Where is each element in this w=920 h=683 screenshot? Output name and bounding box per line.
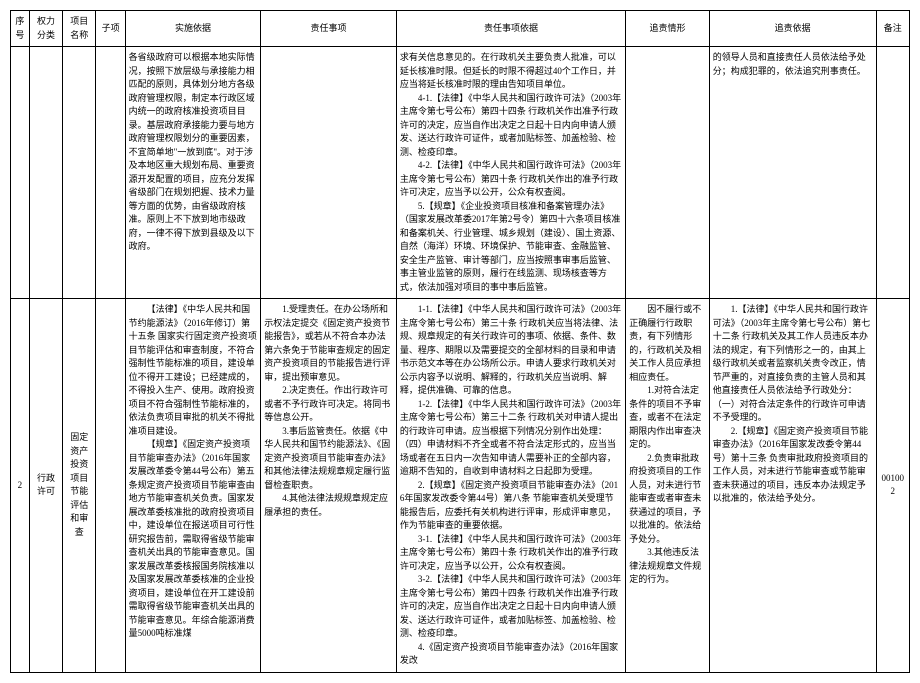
pursue-p1: 因不履行或不正确履行行政职责，有下列情形的，行政机关及相关工作人员应承担相应责任…: [629, 303, 705, 384]
cell-note: [876, 47, 909, 299]
cell-seq: 2: [11, 299, 30, 673]
table-row: 各省级政府可以根据本地实际情况，按照下放层级与承接能力相匹配的原则，具体划分地方…: [11, 47, 910, 299]
cell-proj: 固定资产投资项目节能评估和审查: [63, 299, 96, 673]
header-sub: 子项: [96, 11, 125, 47]
duty-p4: 4.其他法律法规规章规定应履承担的责任。: [264, 492, 393, 519]
cell-dutybasis: 1-1.【法律】《中华人民共和国行政许可法》（2003年主席令第七号公布）第三十…: [396, 299, 625, 673]
basis-p2: 【规章】《固定资产投资项目节能审查办法》（2016年国家发展改革委令第44号公布…: [129, 438, 258, 641]
cell-proj: [63, 47, 96, 299]
header-proj: 项目名称: [63, 11, 96, 47]
cell-seq: [11, 47, 30, 299]
duty-p3: 3.事后监管责任。依据《中华人民共和国节约能源法》、《固定资产投资项目节能审查办…: [264, 425, 393, 493]
dutybasis-p2: 4-1.【法律】《中华人民共和国行政许可法》（2003年主席令第七号公布）第四十…: [400, 92, 622, 160]
cell-note: 001002: [876, 299, 909, 673]
cell-pursuebasis: 的领导人员和直接责任人员依法给予处分；构成犯罪的，依法追究刑事责任。: [709, 47, 876, 299]
dutybasis-p4: 3-1.【法律】《中华人民共和国行政许可法》（2003年主席令第七号公布）第四十…: [400, 533, 622, 574]
dutybasis-p2: 1-2.【法律】《中华人民共和国行政许可法》（2003年主席令第七号公布）第三十…: [400, 398, 622, 479]
cell-duty: [261, 47, 397, 299]
dutybasis-p5: 3-2.【法律】《中华人民共和国行政许可法》（2003年主席令第七号公布）第四十…: [400, 573, 622, 641]
cell-dutybasis: 求有关信息意见的。在行政机关主要负责人批准，可以延长核准时限。但延长的时限不得超…: [396, 47, 625, 299]
dutybasis-p1: 求有关信息意见的。在行政机关主要负责人批准，可以延长核准时限。但延长的时限不得超…: [400, 51, 622, 92]
duty-p1: 1.受理责任。在办公场所和示权法定提交《固定资产投资节能报告》，或若从不符合本办…: [264, 303, 393, 384]
cell-basis: 【法律】《中华人民共和国节约能源法》（2016年修订）第十五条 国家实行固定资产…: [125, 299, 261, 673]
dutybasis-p1: 1-1.【法律】《中华人民共和国行政许可法》（2003年主席令第七号公布）第三十…: [400, 303, 622, 398]
cell-sub: [96, 47, 125, 299]
pursuebasis-p1: 1.【法律】《中华人民共和国行政许可法》（2003年主席令第七号公布）第七十二条…: [713, 303, 873, 425]
cell-pursue: 因不履行或不正确履行行政职责，有下列情形的，行政机关及相关工作人员应承担相应责任…: [626, 299, 709, 673]
duty-p2: 2.决定责任。作出行政许可或者不予行政许可决定。将同书等信息公开。: [264, 384, 393, 425]
pursue-p4: 3.其他违反法律法规规章文件规定的行为。: [629, 546, 705, 587]
cell-basis: 各省级政府可以根据本地实际情况，按照下放层级与承接能力相匹配的原则，具体划分地方…: [125, 47, 261, 299]
cell-pursuebasis: 1.【法律】《中华人民共和国行政许可法》（2003年主席令第七号公布）第七十二条…: [709, 299, 876, 673]
basis-text: 各省级政府可以根据本地实际情况，按照下放层级与承接能力相匹配的原则，具体划分地方…: [129, 51, 258, 254]
header-pursuebasis: 追责依据: [709, 11, 876, 47]
dutybasis-p3: 4-2.【法律】《中华人民共和国行政许可法》（2003年主席令第七号公布）第四十…: [400, 159, 622, 200]
dutybasis-p4: 5.【规章】《企业投资项目核准和备案管理办法》（国家发展改革委2017年第2号令…: [400, 200, 622, 295]
table-row: 2 行政许可 固定资产投资项目节能评估和审查 【法律】《中华人民共和国节约能源法…: [11, 299, 910, 673]
cell-power: [29, 47, 62, 299]
header-pursue: 追责情形: [626, 11, 709, 47]
pursuebasis-p2: 2.【规章】《固定资产投资项目节能审查办法》（2016年国家发改委令第44号）第…: [713, 425, 873, 506]
pursuebasis-text: 的领导人员和直接责任人员依法给予处分；构成犯罪的，依法追究刑事责任。: [713, 51, 873, 78]
pursue-p3: 2.负责审批政府投资项目的工作人员，对未进行节能审查或者审查未获通过的项目，予以…: [629, 452, 705, 547]
cell-sub: [96, 299, 125, 673]
header-duty: 责任事项: [261, 11, 397, 47]
regulation-table: 序号 权力分类 项目名称 子项 实施依据 责任事项 责任事项依据 追责情形 追责…: [10, 10, 910, 673]
cell-power: 行政许可: [29, 299, 62, 673]
header-seq: 序号: [11, 11, 30, 47]
header-note: 备注: [876, 11, 909, 47]
header-dutybasis: 责任事项依据: [396, 11, 625, 47]
header-basis: 实施依据: [125, 11, 261, 47]
basis-p1: 【法律】《中华人民共和国节约能源法》（2016年修订）第十五条 国家实行固定资产…: [129, 303, 258, 438]
dutybasis-p6: 4.《固定资产投资项目节能审查办法》（2016年国家发改: [400, 641, 622, 668]
cell-pursue: [626, 47, 709, 299]
cell-duty: 1.受理责任。在办公场所和示权法定提交《固定资产投资节能报告》，或若从不符合本办…: [261, 299, 397, 673]
pursue-p2: 1.对符合法定条件的项目不予审查，或者不在法定期限内作出审查决定的。: [629, 384, 705, 452]
header-power: 权力分类: [29, 11, 62, 47]
dutybasis-p3: 2.【规章】《固定资产投资项目节能审查办法》（2016年国家发改委令第44号）第…: [400, 479, 622, 533]
table-header-row: 序号 权力分类 项目名称 子项 实施依据 责任事项 责任事项依据 追责情形 追责…: [11, 11, 910, 47]
